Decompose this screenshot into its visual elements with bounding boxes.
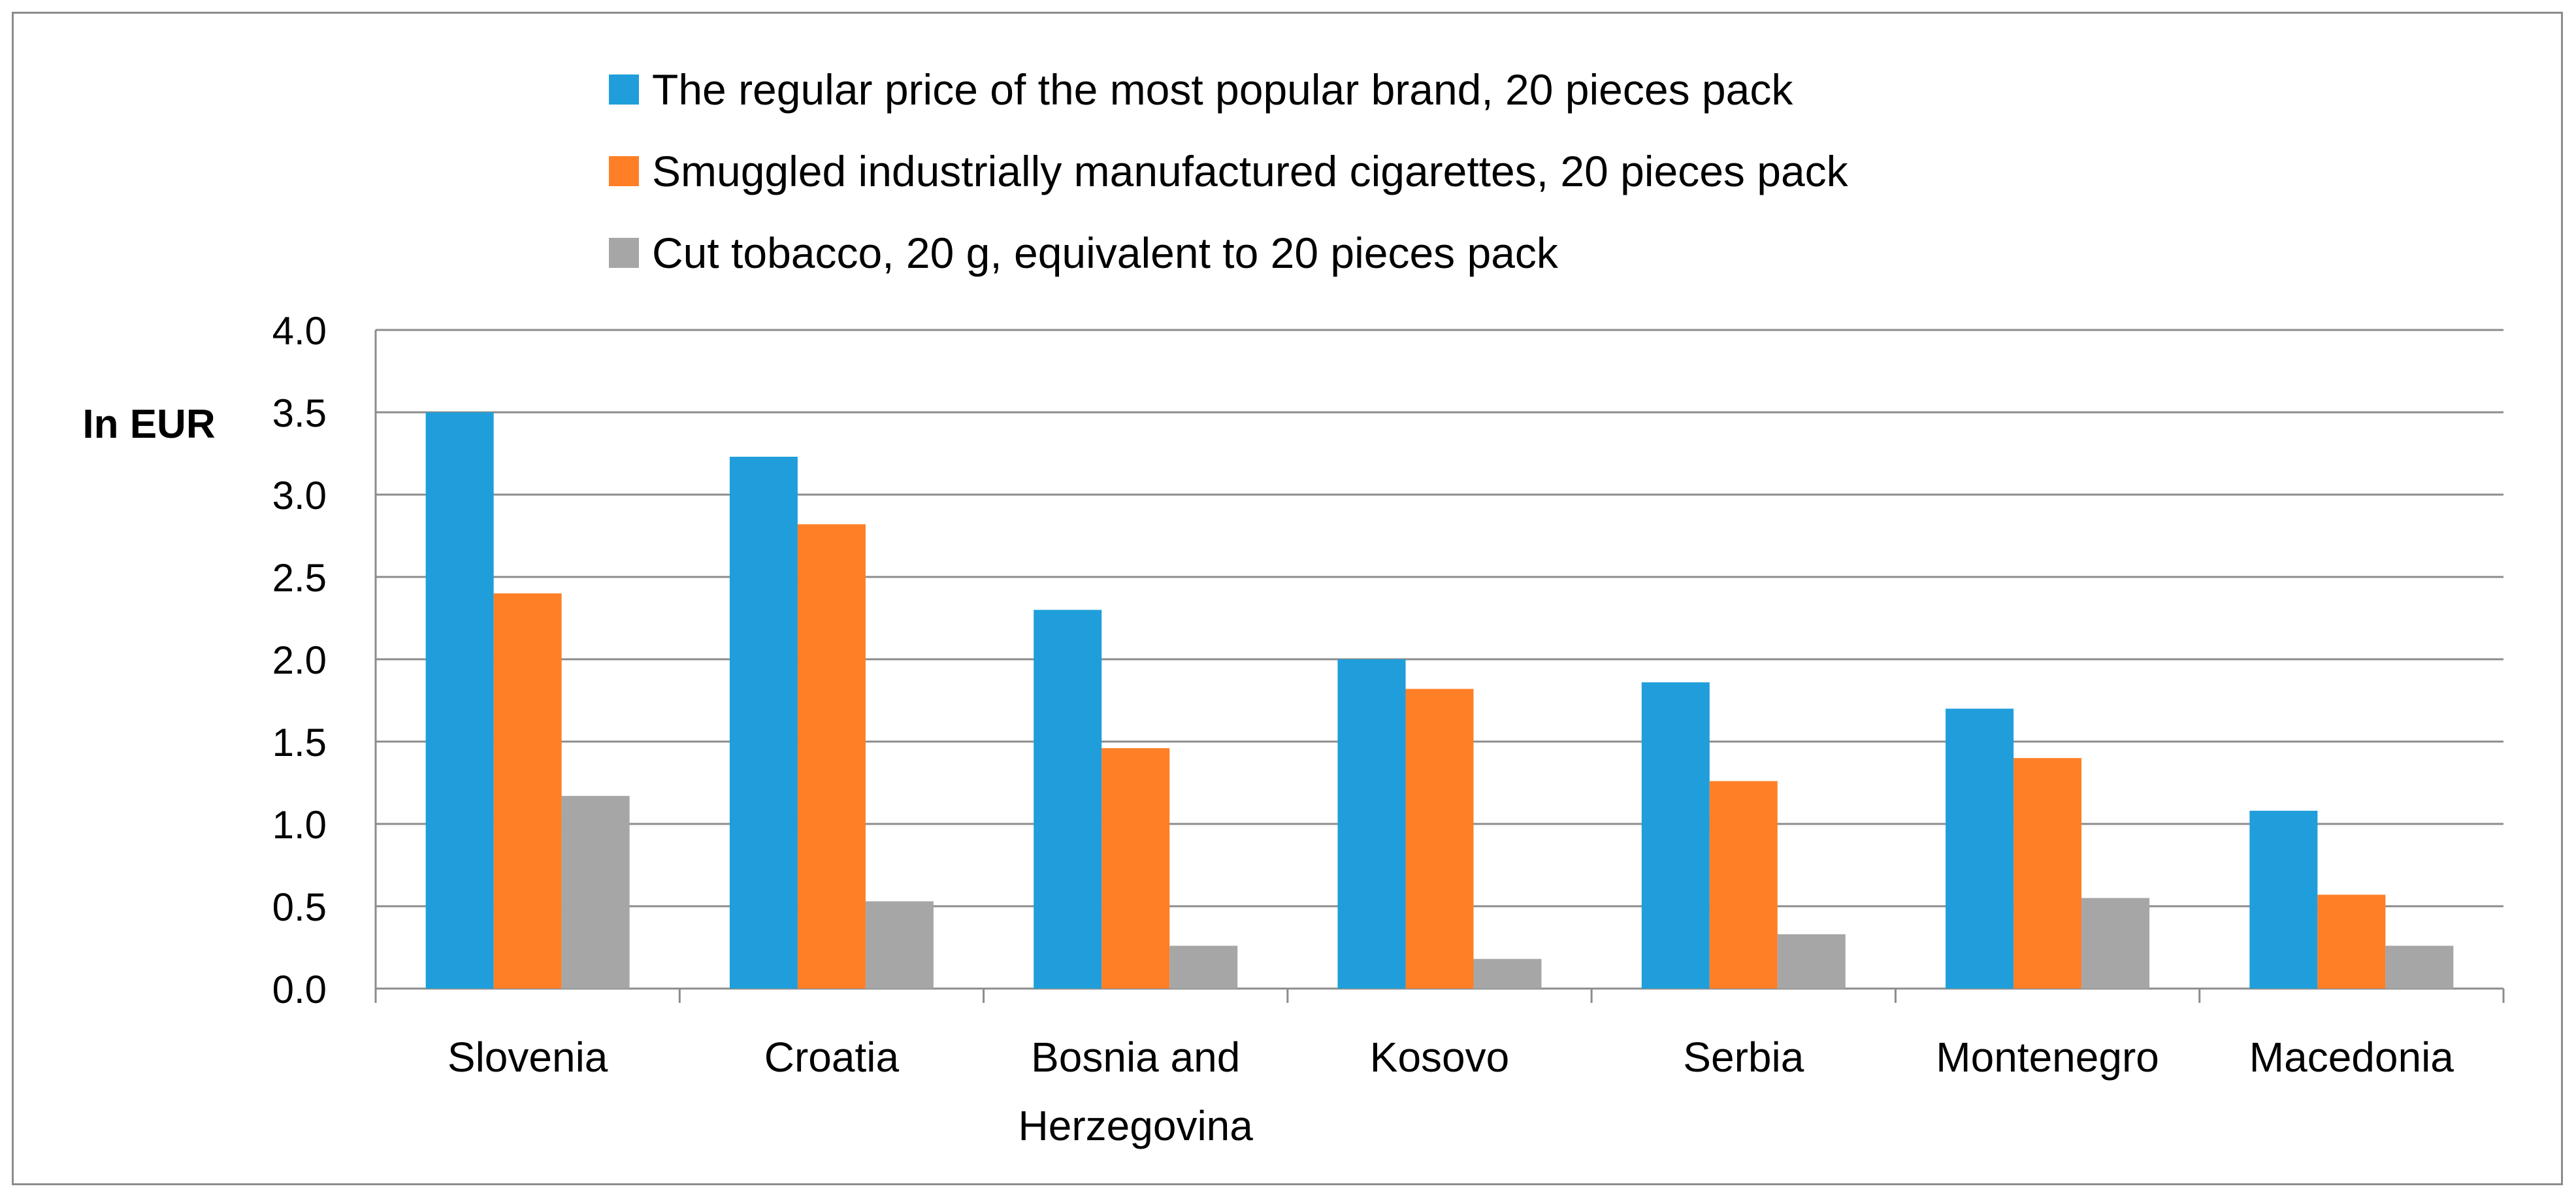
y-tick-label: 3.5: [272, 391, 327, 435]
bar-1: [1034, 610, 1102, 989]
bar-3: [1777, 934, 1846, 989]
bar-2: [797, 524, 866, 989]
legend-swatch: [609, 238, 639, 268]
y-tick-label: 2.5: [272, 556, 327, 600]
legend-label: Smuggled industrially manufactured cigar…: [652, 147, 1849, 195]
bar-3: [865, 901, 934, 989]
y-tick-label: 0.0: [272, 968, 327, 1011]
bar-2: [2014, 758, 2082, 989]
bar-2: [1101, 748, 1170, 989]
y-tick-label: 4.0: [272, 309, 327, 353]
x-tick-label: Serbia: [1683, 1034, 1804, 1081]
bar-3: [2081, 898, 2150, 989]
y-tick-label: 1.0: [272, 803, 327, 847]
bar-3: [1473, 959, 1542, 989]
bar-3: [561, 796, 630, 989]
bar-1: [425, 412, 494, 989]
x-tick-label: Slovenia: [448, 1034, 608, 1081]
bar-1: [1641, 682, 1710, 989]
y-tick-label: 2.0: [272, 638, 327, 682]
y-axis-label: In EUR: [82, 402, 215, 447]
bar-1: [2249, 810, 2318, 989]
bar-2: [2317, 894, 2386, 989]
y-tick-label: 0.5: [272, 885, 327, 929]
legend-swatch: [609, 156, 639, 186]
x-tick-label: Bosnia and: [1031, 1034, 1240, 1081]
bar-2: [1709, 781, 1778, 989]
x-tick-label: Kosovo: [1370, 1034, 1509, 1081]
bar-2: [1405, 689, 1474, 989]
legend-label: The regular price of the most popular br…: [652, 65, 1793, 114]
bar-3: [1169, 945, 1238, 989]
bar-1: [1946, 708, 2014, 989]
y-tick-label: 1.5: [272, 721, 327, 764]
bar-2: [493, 593, 562, 989]
x-tick-label: Montenegro: [1936, 1034, 2159, 1081]
bar-1: [729, 457, 798, 989]
x-tick-label: Macedonia: [2249, 1034, 2454, 1081]
x-tick-label: Herzegovina: [1019, 1102, 1254, 1149]
x-tick-label: Croatia: [764, 1034, 900, 1081]
legend-swatch: [609, 74, 639, 105]
legend-label: Cut tobacco, 20 g, equivalent to 20 piec…: [652, 229, 1559, 277]
bar-3: [2385, 945, 2454, 989]
y-tick-label: 3.0: [272, 474, 327, 517]
bar-1: [1337, 659, 1406, 989]
